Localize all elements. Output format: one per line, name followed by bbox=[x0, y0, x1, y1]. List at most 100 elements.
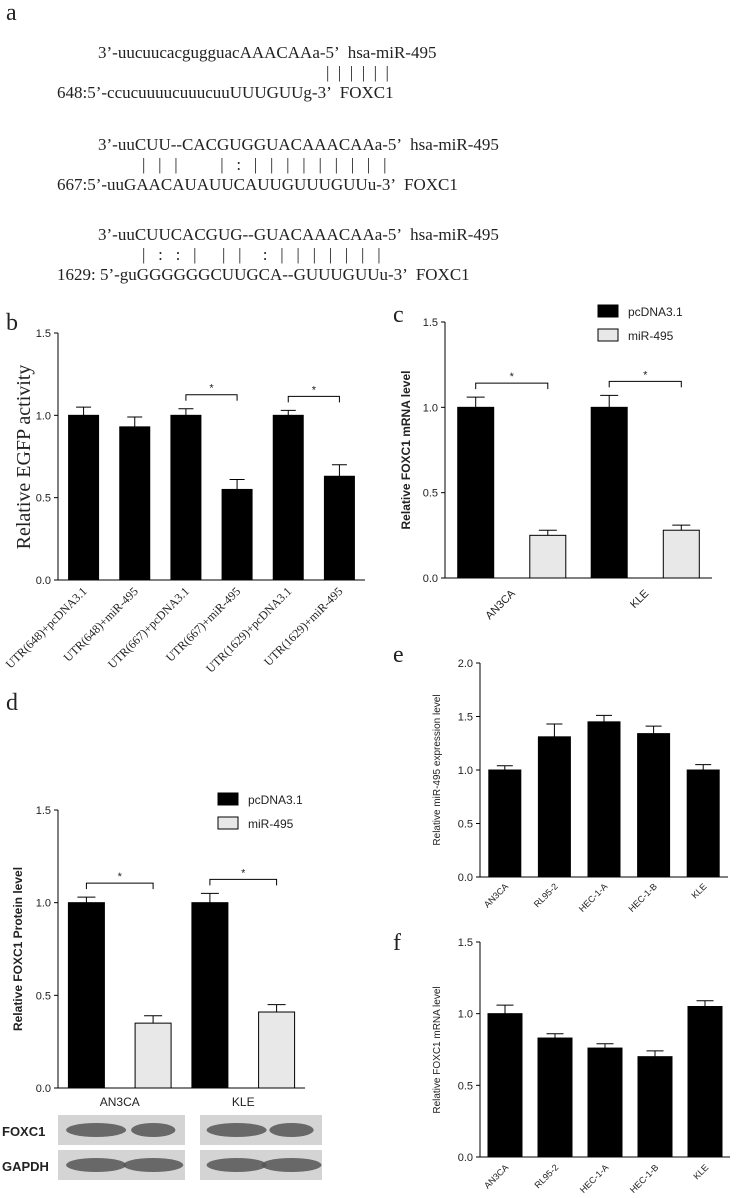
bar bbox=[590, 406, 628, 579]
error-bar bbox=[280, 409, 296, 416]
error-bar bbox=[546, 1033, 564, 1039]
blot-band bbox=[261, 1158, 322, 1172]
significance-label: * bbox=[209, 383, 214, 395]
error-bar bbox=[538, 529, 557, 536]
bar bbox=[119, 426, 151, 581]
y-tick-label: 1.5 bbox=[423, 317, 438, 329]
error-bar bbox=[546, 723, 563, 737]
blot-band bbox=[269, 1123, 314, 1137]
y-axis-label: Relative FOXC1 mRNA level bbox=[399, 371, 413, 530]
error-bar bbox=[267, 1004, 286, 1013]
x-tick-label: HEC-1-A bbox=[577, 881, 610, 914]
mirna-seq: 3’-uuCUU--CACGUGGUACAAACAAa-5’ bbox=[98, 135, 402, 154]
y-axis-label: Relative EGFP activity bbox=[13, 365, 35, 550]
x-tick-label: HEC-1-B bbox=[626, 881, 659, 914]
panel-label: e bbox=[393, 642, 404, 668]
legend-swatch bbox=[217, 792, 239, 806]
legend-swatch bbox=[597, 304, 619, 318]
significance-bracket bbox=[475, 382, 549, 390]
bar bbox=[488, 769, 522, 878]
error-bar bbox=[466, 396, 485, 408]
significance-label: * bbox=[643, 369, 648, 381]
x-tick-label: RL95-2 bbox=[532, 1162, 560, 1190]
bar bbox=[687, 1006, 723, 1158]
bar bbox=[537, 1037, 573, 1158]
mirna-name: hsa-miR-495 bbox=[410, 135, 499, 154]
y-axis-label: Relative FOXC1 Protein level bbox=[11, 867, 25, 1031]
blot-label: FOXC1 bbox=[2, 1124, 45, 1139]
error-bar bbox=[77, 896, 96, 903]
legend-swatch bbox=[217, 816, 239, 830]
x-tick-label: AN3CA bbox=[482, 881, 510, 909]
bar bbox=[587, 721, 621, 878]
bar bbox=[637, 733, 671, 878]
significance-label: * bbox=[118, 871, 123, 883]
blot-band bbox=[66, 1158, 127, 1172]
bar bbox=[68, 414, 100, 581]
y-tick-label: 0.5 bbox=[423, 488, 438, 500]
x-tick-label: KLE bbox=[232, 1095, 255, 1109]
panel-label: d bbox=[6, 690, 18, 716]
significance-label: * bbox=[510, 371, 515, 383]
y-tick-label: 1.5 bbox=[458, 937, 473, 949]
target-sequence: 648:5’-ccucuuuucuuucuuUUUGUUg-3’ FOXC1 bbox=[57, 83, 394, 102]
legend-label: miR-495 bbox=[628, 329, 674, 343]
legend-label: pcDNA3.1 bbox=[248, 793, 303, 807]
error-bar bbox=[178, 408, 194, 416]
y-tick-label: 1.0 bbox=[36, 898, 51, 910]
mirna-name: hsa-miR-495 bbox=[410, 225, 499, 244]
bar bbox=[323, 475, 355, 581]
x-tick-label: KLE bbox=[628, 588, 651, 611]
significance-label: * bbox=[241, 867, 246, 879]
error-bar bbox=[331, 464, 347, 477]
target-seq: 667:5’-uuGAACAUAUUCAUUGUUUGUUu-3’ bbox=[57, 175, 396, 194]
x-tick-label: KLE bbox=[690, 881, 709, 900]
bar bbox=[134, 1022, 172, 1089]
significance-bracket bbox=[287, 395, 340, 403]
error-bar bbox=[127, 416, 143, 427]
bar bbox=[170, 414, 202, 581]
y-tick-label: 0.0 bbox=[458, 872, 473, 884]
x-tick-label: AN3CA bbox=[100, 1095, 140, 1109]
target-name: FOXC1 bbox=[416, 265, 470, 284]
error-bar bbox=[645, 725, 662, 734]
bar bbox=[529, 534, 567, 579]
error-bar bbox=[229, 479, 245, 490]
bar bbox=[686, 769, 720, 878]
x-tick-label: HEC-1-A bbox=[578, 1162, 611, 1195]
y-tick-label: 0.0 bbox=[423, 573, 438, 585]
blot-band bbox=[123, 1158, 184, 1172]
error-bar bbox=[496, 1004, 514, 1014]
significance-bracket bbox=[85, 882, 154, 890]
y-tick-label: 1.0 bbox=[458, 765, 473, 777]
bar bbox=[637, 1056, 673, 1158]
y-tick-label: 0.0 bbox=[36, 1083, 51, 1095]
y-tick-label: 0.5 bbox=[36, 990, 51, 1002]
bar bbox=[272, 414, 304, 581]
significance-bracket bbox=[185, 394, 238, 401]
legend-label: pcDNA3.1 bbox=[628, 305, 683, 319]
mirna-seq: 3’-uucuucacgugguacAAACAAa-5’ bbox=[98, 43, 340, 62]
y-tick-label: 0.0 bbox=[36, 575, 51, 587]
x-tick-label: UTR(1629)+pcDNA3.1 bbox=[203, 584, 294, 675]
bar bbox=[457, 406, 495, 579]
target-sequence: 1629: 5’-guGGGGGGCUUGCA--GUUUGUUu-3’ FOXC… bbox=[57, 265, 470, 284]
error-bar bbox=[496, 765, 513, 770]
error-bar bbox=[200, 892, 219, 903]
significance-bracket bbox=[608, 380, 682, 388]
error-bar bbox=[696, 1000, 714, 1007]
pairing: | | | | : | | | | | | | | | bbox=[142, 155, 386, 174]
x-tick-label: HEC-1-B bbox=[628, 1162, 661, 1195]
bar bbox=[67, 902, 105, 1089]
blot-label: GAPDH bbox=[2, 1159, 49, 1174]
blot-band bbox=[206, 1123, 267, 1137]
significance-label: * bbox=[312, 384, 317, 396]
mirna-seq: 3’-uuCUUCACGUG--GUACAAACAAa-5’ bbox=[98, 225, 402, 244]
y-tick-label: 1.0 bbox=[458, 1009, 473, 1021]
y-tick-label: 1.5 bbox=[458, 712, 473, 724]
x-tick-label: AN3CA bbox=[483, 587, 518, 622]
target-seq: 1629: 5’-guGGGGGGCUUGCA--GUUUGUUu-3’ bbox=[57, 265, 408, 284]
y-axis-label: Relative miR-495 expression level bbox=[432, 694, 443, 845]
error-bar bbox=[76, 406, 92, 416]
